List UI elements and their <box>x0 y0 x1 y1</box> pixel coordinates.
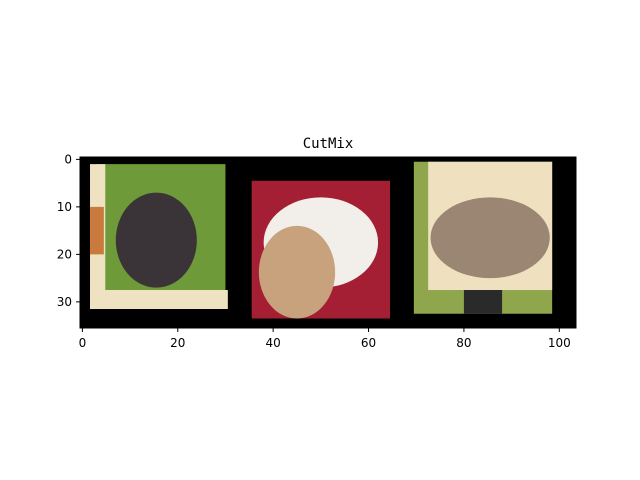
axes-frame <box>79 156 577 329</box>
x-tick-label-0: 0 <box>79 336 87 350</box>
y-tick-label-20: 20 <box>57 247 72 261</box>
x-tick-label-20: 20 <box>170 336 185 350</box>
dark-bottom-fragment <box>463 290 503 314</box>
x-tick-label-60: 60 <box>361 336 376 350</box>
monkey-body <box>115 192 197 288</box>
fish-tile <box>413 161 553 314</box>
y-tick-label-10: 10 <box>57 200 72 214</box>
hamster-tile <box>251 180 390 319</box>
axes-layer: 0 20 40 60 80 100 0 10 20 30 <box>57 152 577 350</box>
x-tick-label-80: 80 <box>456 336 471 350</box>
x-tick-label-40: 40 <box>266 336 281 350</box>
hamster-face <box>258 225 336 319</box>
monkey-tile <box>90 164 228 309</box>
cream-border-bottom <box>90 290 228 309</box>
image-layer <box>90 161 553 319</box>
y-tick-label-30: 30 <box>57 295 72 309</box>
fish-body <box>430 197 550 279</box>
x-tick-label-100: 100 <box>548 336 571 350</box>
orange-fragment <box>90 206 104 255</box>
chart-title: CutMix <box>303 136 354 152</box>
y-tick-label-0: 0 <box>64 152 72 166</box>
